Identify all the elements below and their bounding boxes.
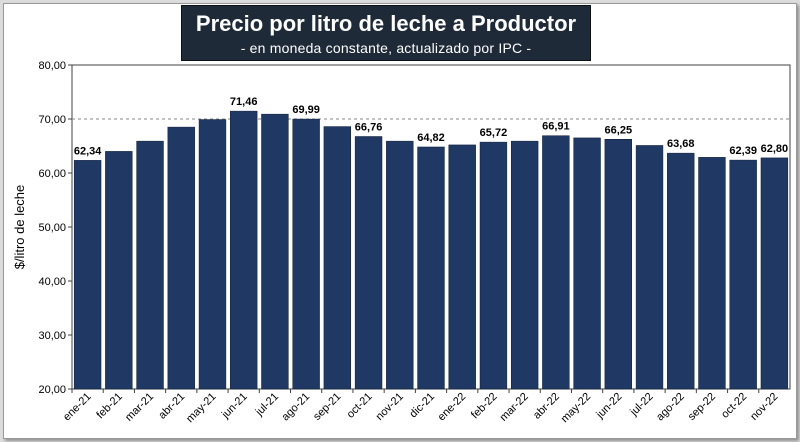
bar (510, 140, 539, 390)
data-label: 65,72 (480, 127, 508, 139)
x-tick-label: may-21 (184, 391, 218, 425)
y-tick-label: 50,00 (38, 222, 66, 234)
data-label: 62,34 (74, 145, 102, 157)
bar (542, 135, 570, 390)
bar (198, 119, 227, 390)
data-label: 62,39 (729, 145, 757, 157)
y-axis-label: $/litro de leche (12, 185, 27, 270)
data-label: 62,80 (761, 143, 789, 155)
y-tick-label: 60,00 (38, 168, 66, 180)
x-tick-label: mar-21 (123, 391, 156, 424)
data-label: 66,91 (542, 121, 570, 133)
x-tick-label: abr-21 (156, 391, 187, 422)
title-box: Precio por litro de leche a Productor - … (181, 5, 591, 61)
bar (354, 136, 383, 390)
data-label: 71,46 (230, 96, 258, 108)
data-labels: 62,34 71,46 69,99 66,76 64,82 65,72 66,91 66,25… (74, 96, 788, 157)
bar (479, 141, 508, 390)
x-tick-label: sep-21 (311, 391, 343, 423)
bar (760, 157, 789, 390)
bar (136, 140, 164, 390)
x-tick-label: abr-22 (531, 391, 562, 422)
x-tick-label: dic-21 (407, 391, 437, 421)
bar (448, 144, 476, 390)
y-tick-labels: 20,00 30,00 40,00 50,00 60,00 70,00 80,00 (38, 60, 72, 396)
x-tick-label: ago-22 (654, 391, 687, 424)
bar (698, 157, 726, 390)
bars-group (73, 110, 789, 390)
x-tick-label: may-22 (559, 391, 593, 425)
x-tick-label: ene-22 (436, 391, 469, 424)
bar (417, 146, 445, 390)
bar (386, 140, 414, 390)
x-tick-label: feb-22 (469, 391, 500, 422)
bar (667, 152, 695, 390)
x-tick-label: oct-21 (345, 391, 375, 421)
bar (635, 145, 664, 390)
bar (167, 126, 195, 390)
bar (292, 118, 320, 390)
bar (604, 139, 632, 390)
y-tick-label: 70,00 (38, 114, 66, 126)
y-tick-label: 80,00 (38, 60, 66, 72)
data-label: 64,82 (417, 132, 445, 144)
chart-title: Precio por litro de leche a Productor (195, 11, 577, 36)
chart-subtitle: - en moneda constante, actualizado por I… (240, 40, 532, 56)
bar (73, 160, 102, 390)
x-tick-label: nov-22 (748, 391, 780, 423)
x-tick-label: mar-22 (498, 391, 531, 424)
data-label: 63,68 (667, 138, 695, 150)
bar (261, 113, 289, 390)
y-tick-label: 30,00 (38, 330, 66, 342)
x-tick-label: feb-21 (94, 391, 125, 422)
x-tick-label: nov-21 (374, 391, 406, 423)
data-label: 66,76 (355, 121, 383, 133)
x-tick-label: oct-22 (719, 391, 749, 421)
bar (573, 137, 601, 390)
x-tick-label: jun-22 (594, 391, 625, 422)
x-tick-label: jun-21 (219, 391, 250, 422)
bar (729, 159, 757, 390)
bar (230, 110, 258, 390)
x-tick-label: jul-21 (253, 391, 281, 419)
x-tick-label: jul-22 (627, 391, 655, 419)
y-tick-label: 20,00 (38, 384, 66, 396)
bar (105, 151, 133, 390)
bar (323, 126, 352, 390)
data-label: 69,99 (292, 104, 320, 116)
x-tick-label: sep-22 (686, 391, 718, 423)
y-tick-label: 40,00 (38, 276, 66, 288)
data-label: 66,25 (605, 124, 633, 136)
x-tick-label: ago-21 (280, 391, 313, 424)
